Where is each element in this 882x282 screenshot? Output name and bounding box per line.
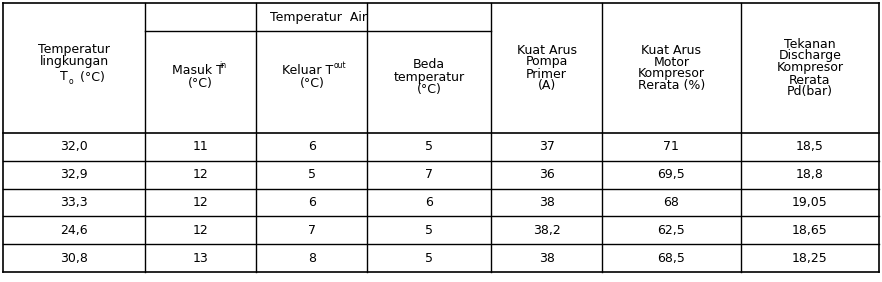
Text: 18,65: 18,65: [792, 224, 827, 237]
Text: Pd(bar): Pd(bar): [787, 85, 833, 98]
Text: 11: 11: [193, 140, 208, 153]
Text: 68,5: 68,5: [657, 252, 685, 265]
Text: 69,5: 69,5: [658, 168, 685, 181]
Text: 7: 7: [425, 168, 433, 181]
Text: 5: 5: [425, 140, 433, 153]
Text: (°C): (°C): [417, 83, 442, 96]
Text: lingkungan: lingkungan: [40, 56, 108, 69]
Text: Masuk T: Masuk T: [172, 63, 224, 76]
Text: Tekanan: Tekanan: [784, 38, 835, 50]
Text: Temperatur  Air: Temperatur Air: [270, 10, 367, 23]
Text: 32,9: 32,9: [60, 168, 88, 181]
Text: Kuat Arus: Kuat Arus: [641, 43, 701, 56]
Text: 36: 36: [539, 168, 555, 181]
Text: in: in: [220, 61, 227, 69]
Text: 62,5: 62,5: [658, 224, 685, 237]
Text: o: o: [69, 76, 74, 85]
Text: 13: 13: [193, 252, 208, 265]
Text: Discharge: Discharge: [779, 50, 841, 63]
Text: 8: 8: [308, 252, 316, 265]
Text: 12: 12: [193, 168, 208, 181]
Text: (°C): (°C): [188, 78, 213, 91]
Text: 18,5: 18,5: [796, 140, 824, 153]
Text: temperatur: temperatur: [393, 70, 465, 83]
Text: Keluar T: Keluar T: [282, 63, 333, 76]
Text: 68: 68: [663, 196, 679, 209]
Text: Rerata (%): Rerata (%): [638, 80, 705, 92]
Text: Temperatur: Temperatur: [38, 43, 110, 56]
Text: 5: 5: [308, 168, 316, 181]
Text: 12: 12: [193, 224, 208, 237]
Text: 6: 6: [308, 140, 316, 153]
Text: Kuat Arus: Kuat Arus: [517, 43, 577, 56]
Text: 38,2: 38,2: [533, 224, 561, 237]
Text: Kompresor: Kompresor: [776, 61, 843, 74]
Text: 24,6: 24,6: [60, 224, 88, 237]
Text: T: T: [60, 70, 68, 83]
Text: 7: 7: [308, 224, 316, 237]
Text: (°C): (°C): [76, 70, 105, 83]
Text: 19,05: 19,05: [792, 196, 827, 209]
Text: 18,8: 18,8: [796, 168, 824, 181]
Text: Kompresor: Kompresor: [638, 67, 705, 80]
Text: 38: 38: [539, 196, 555, 209]
Text: Primer: Primer: [527, 67, 567, 80]
Text: Rerata: Rerata: [789, 74, 831, 87]
Text: (A): (A): [537, 80, 556, 92]
Text: 38: 38: [539, 252, 555, 265]
Text: 6: 6: [308, 196, 316, 209]
Text: (°C): (°C): [300, 78, 325, 91]
Text: Motor: Motor: [654, 56, 690, 69]
Text: 5: 5: [425, 224, 433, 237]
Text: Pompa: Pompa: [526, 56, 568, 69]
Text: 37: 37: [539, 140, 555, 153]
Text: 30,8: 30,8: [60, 252, 88, 265]
Text: 71: 71: [663, 140, 679, 153]
Text: 33,3: 33,3: [60, 196, 88, 209]
Text: 12: 12: [193, 196, 208, 209]
Text: out: out: [334, 61, 347, 69]
Text: Beda: Beda: [413, 58, 445, 70]
Text: 32,0: 32,0: [60, 140, 88, 153]
Text: 5: 5: [425, 252, 433, 265]
Text: 6: 6: [425, 196, 433, 209]
Text: 18,25: 18,25: [792, 252, 827, 265]
